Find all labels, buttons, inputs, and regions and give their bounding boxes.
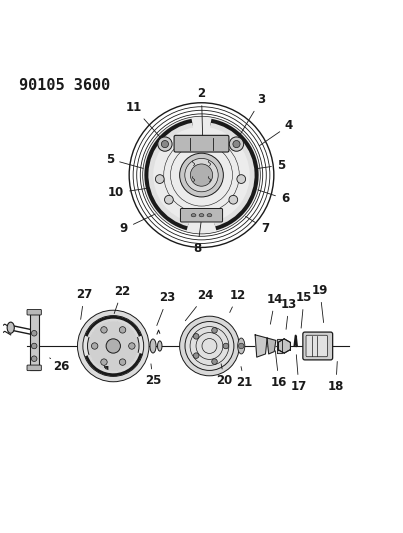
- Circle shape: [129, 343, 135, 349]
- Text: 11: 11: [126, 101, 162, 139]
- Text: 12: 12: [230, 288, 246, 312]
- Text: 8: 8: [193, 222, 202, 255]
- Polygon shape: [267, 338, 276, 354]
- FancyBboxPatch shape: [303, 332, 332, 360]
- Ellipse shape: [238, 338, 245, 354]
- Text: 6: 6: [258, 190, 289, 205]
- Ellipse shape: [191, 214, 196, 217]
- Polygon shape: [278, 346, 284, 353]
- Circle shape: [106, 339, 120, 353]
- Text: 21: 21: [236, 367, 253, 389]
- Polygon shape: [278, 342, 284, 350]
- Circle shape: [164, 196, 173, 204]
- Circle shape: [31, 330, 37, 336]
- Circle shape: [233, 141, 240, 148]
- Text: 20: 20: [216, 364, 233, 387]
- Circle shape: [119, 359, 126, 365]
- Text: 10: 10: [108, 187, 153, 199]
- Circle shape: [119, 327, 126, 333]
- Text: 25: 25: [145, 364, 161, 387]
- Polygon shape: [284, 342, 291, 350]
- Text: 16: 16: [271, 351, 287, 389]
- FancyBboxPatch shape: [181, 208, 222, 222]
- Text: 19: 19: [312, 284, 328, 322]
- Text: 17: 17: [291, 355, 307, 393]
- Polygon shape: [277, 339, 282, 353]
- Text: 22: 22: [114, 285, 130, 313]
- Circle shape: [31, 343, 37, 349]
- Ellipse shape: [150, 339, 156, 353]
- Circle shape: [87, 320, 139, 372]
- Circle shape: [185, 321, 234, 370]
- Circle shape: [158, 137, 172, 151]
- Circle shape: [91, 343, 98, 349]
- Polygon shape: [278, 339, 284, 346]
- Circle shape: [193, 334, 199, 339]
- Polygon shape: [284, 339, 291, 346]
- Text: 14: 14: [267, 293, 283, 324]
- Text: 1: 1: [103, 365, 111, 378]
- Polygon shape: [255, 335, 267, 357]
- Ellipse shape: [7, 322, 14, 333]
- Circle shape: [180, 316, 239, 376]
- Circle shape: [190, 164, 213, 186]
- Circle shape: [77, 310, 149, 382]
- Text: 5: 5: [106, 152, 143, 168]
- Circle shape: [229, 137, 244, 151]
- FancyBboxPatch shape: [306, 335, 328, 357]
- Text: 23: 23: [157, 291, 176, 326]
- Circle shape: [229, 196, 238, 204]
- Text: 2: 2: [197, 87, 206, 136]
- Circle shape: [101, 359, 107, 365]
- Text: 90105 3600: 90105 3600: [19, 78, 110, 93]
- FancyBboxPatch shape: [27, 365, 42, 370]
- Ellipse shape: [207, 214, 212, 217]
- Text: 13: 13: [281, 298, 297, 329]
- Text: 7: 7: [245, 216, 269, 235]
- Circle shape: [239, 343, 244, 349]
- Text: 26: 26: [50, 358, 70, 373]
- Text: 9: 9: [120, 214, 155, 235]
- Text: 24: 24: [185, 288, 214, 321]
- Polygon shape: [284, 346, 291, 353]
- Circle shape: [212, 328, 217, 333]
- Text: 27: 27: [76, 288, 92, 319]
- Circle shape: [161, 141, 168, 148]
- Ellipse shape: [158, 341, 162, 351]
- Text: 18: 18: [328, 361, 344, 393]
- Circle shape: [83, 316, 144, 376]
- Ellipse shape: [199, 214, 204, 217]
- FancyBboxPatch shape: [30, 314, 39, 370]
- Circle shape: [193, 353, 199, 358]
- Circle shape: [212, 359, 217, 365]
- Circle shape: [101, 327, 107, 333]
- FancyBboxPatch shape: [174, 135, 229, 152]
- Circle shape: [143, 116, 260, 234]
- Circle shape: [180, 153, 223, 197]
- Circle shape: [237, 175, 245, 183]
- Text: 5: 5: [256, 159, 285, 172]
- FancyBboxPatch shape: [27, 310, 42, 315]
- Text: 15: 15: [296, 291, 312, 328]
- Text: 3: 3: [239, 93, 265, 137]
- Circle shape: [156, 175, 164, 183]
- Circle shape: [185, 158, 218, 192]
- Circle shape: [223, 343, 229, 349]
- Circle shape: [31, 356, 37, 361]
- Text: 4: 4: [260, 119, 293, 146]
